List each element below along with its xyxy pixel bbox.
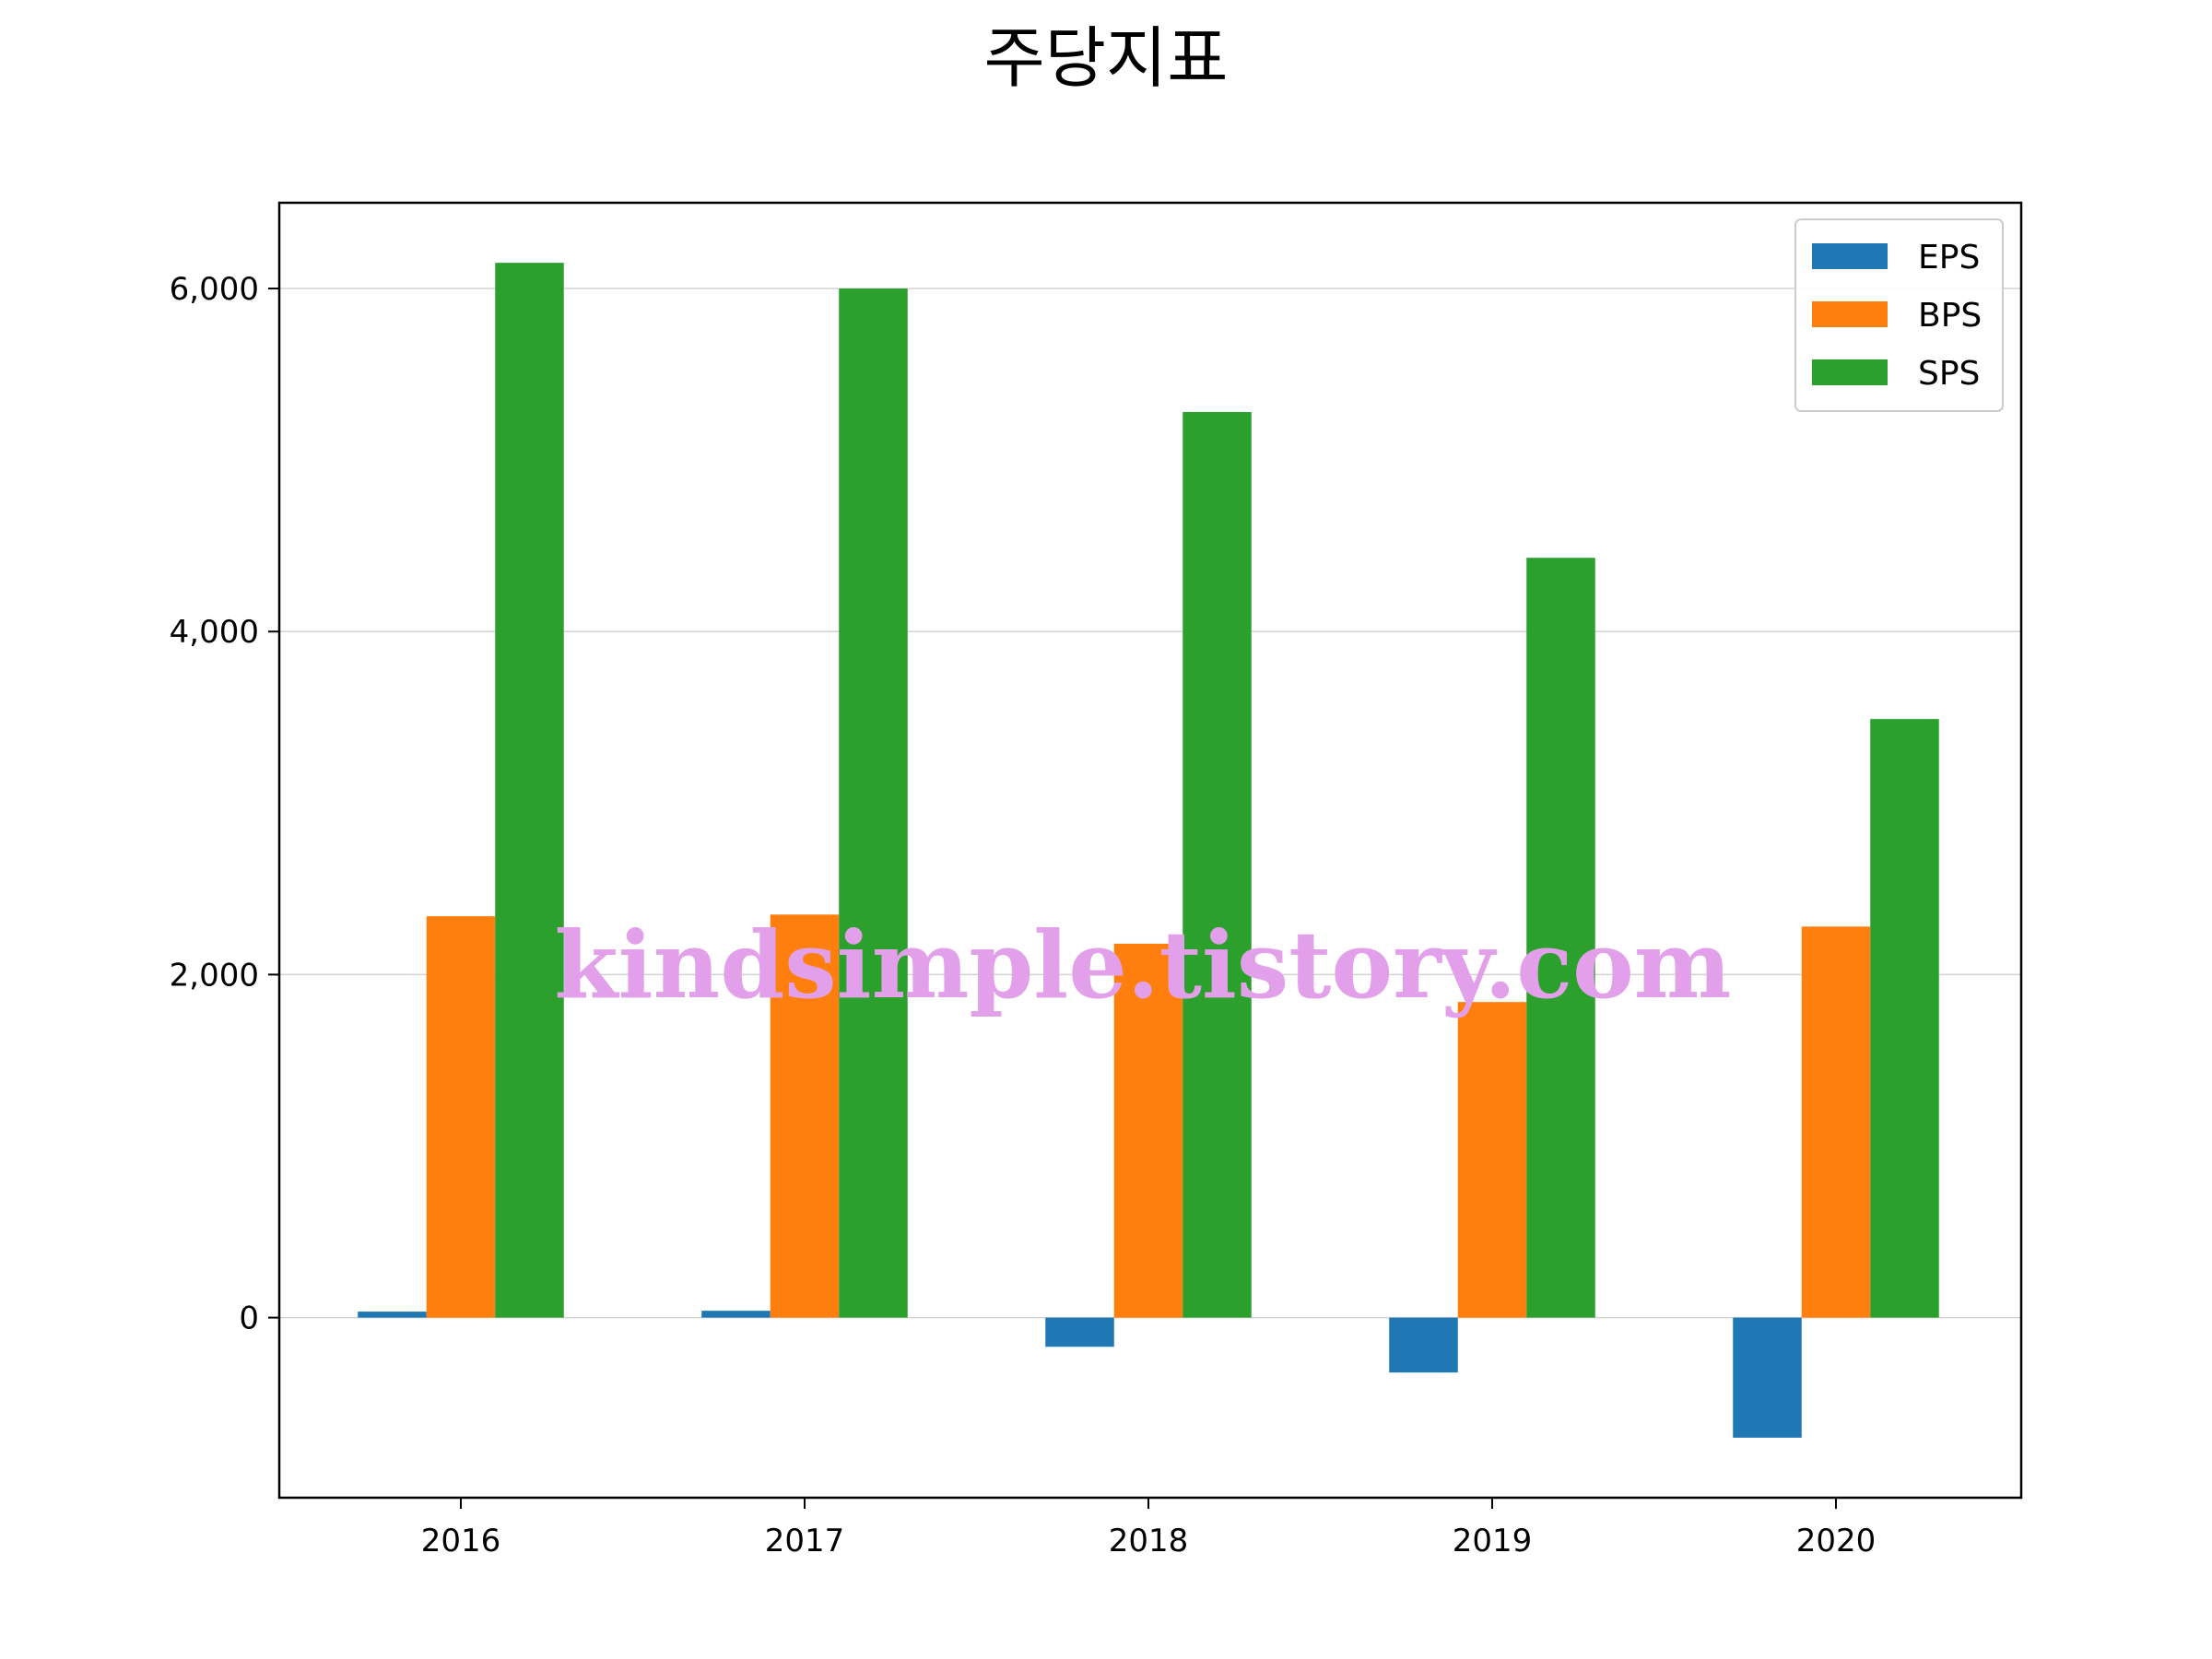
legend-label-bps: BPS <box>1918 297 1982 335</box>
legend-label-sps: SPS <box>1918 355 1980 393</box>
legend-swatch-bps <box>1812 301 1888 327</box>
bar-sps-2016 <box>495 263 564 1318</box>
bar-bps-2020 <box>1801 926 1871 1318</box>
bar-eps-2016 <box>358 1312 427 1318</box>
legend-swatch-eps <box>1812 243 1888 269</box>
bar-bps-2016 <box>426 916 496 1318</box>
bar-eps-2017 <box>701 1311 771 1318</box>
y-tick-label: 6,000 <box>170 271 259 308</box>
y-tick-label: 0 <box>239 1300 259 1337</box>
x-tick-label: 2018 <box>1109 1523 1189 1559</box>
y-tick-label: 4,000 <box>170 614 259 651</box>
bar-eps-2019 <box>1389 1317 1458 1373</box>
y-tick-label: 2,000 <box>170 957 259 994</box>
bar-eps-2018 <box>1045 1317 1114 1347</box>
x-tick-label: 2020 <box>1796 1523 1877 1559</box>
bar-sps-2019 <box>1526 558 1595 1318</box>
legend-swatch-sps <box>1812 359 1888 385</box>
bar-bps-2019 <box>1457 1002 1527 1318</box>
legend: EPS BPS SPS <box>1794 218 2004 412</box>
x-tick-label: 2019 <box>1453 1523 1533 1559</box>
watermark: kindsimple.tistory.com <box>554 911 1731 1019</box>
bar-eps-2020 <box>1733 1317 1802 1438</box>
x-tick-label: 2016 <box>421 1523 501 1559</box>
x-tick-label: 2017 <box>765 1523 845 1559</box>
legend-label-eps: EPS <box>1918 239 1980 276</box>
chart-title: 주당지표 <box>984 19 1229 97</box>
bar-bps-2018 <box>1113 943 1183 1318</box>
bar-sps-2020 <box>1870 719 1939 1318</box>
bar-sps-2017 <box>839 288 908 1318</box>
bar-groups <box>358 263 1939 1438</box>
axis-ticks: 0 2,000 4,000 6,000 2016 2017 2018 2019 2020 <box>170 271 1877 1559</box>
plot-frame <box>277 201 2023 1500</box>
bar-bps-2017 <box>770 914 840 1318</box>
bar-sps-2018 <box>1182 412 1252 1318</box>
